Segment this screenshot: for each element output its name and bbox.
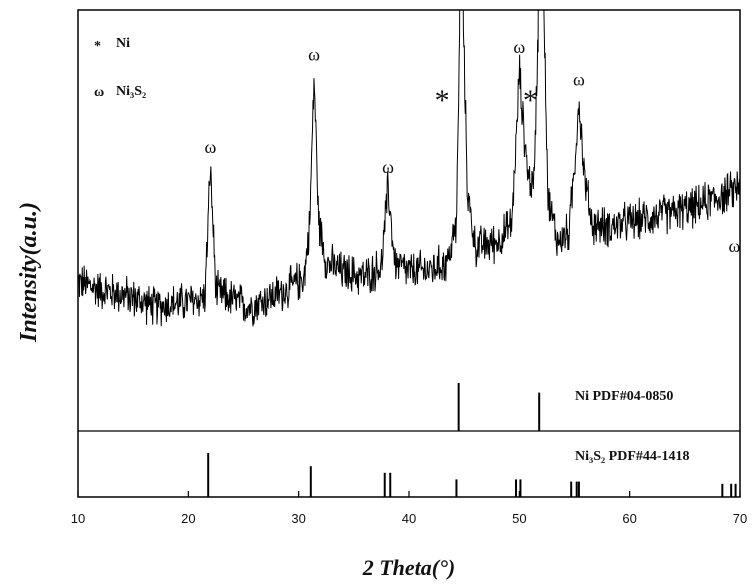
peak-markers: ω ω ω * ω * ω ω	[204, 37, 740, 256]
peak-marker: *	[523, 84, 538, 117]
x-axis-title: 2 Theta(°)	[362, 555, 456, 580]
peak-marker: ω	[513, 37, 525, 57]
legend-symbol-ni: *	[94, 39, 101, 54]
peak-marker: *	[435, 84, 450, 117]
legend: * Ni ω Ni₃S₂	[94, 36, 146, 100]
x-tick-label: 40	[402, 511, 416, 526]
x-tick-label: 70	[733, 511, 747, 526]
plot-frame	[78, 10, 740, 497]
reference-patterns: Ni PDF#04-0850 Ni₃S₂ PDF#44-1418	[208, 383, 735, 497]
x-tick-label: 10	[71, 511, 85, 526]
x-tick-label: 20	[181, 511, 195, 526]
x-tick-label: 50	[512, 511, 526, 526]
spectrum-line	[78, 0, 740, 326]
reference-label: Ni PDF#04-0850	[575, 389, 673, 404]
peak-marker: ω	[729, 236, 741, 256]
x-tick-label: 60	[622, 511, 636, 526]
reference-label: Ni₃S₂ PDF#44-1418	[575, 449, 690, 464]
peak-marker: ω	[308, 45, 320, 65]
peak-marker: ω	[204, 137, 216, 157]
legend-label-ni3s2: Ni₃S₂	[116, 84, 146, 99]
legend-label-ni: Ni	[116, 36, 130, 51]
peak-marker: ω	[573, 70, 585, 90]
x-tick-label: 30	[291, 511, 305, 526]
peak-marker: ω	[382, 157, 394, 177]
y-axis-title: Intensity(a.u.)	[16, 202, 42, 343]
legend-symbol-ni3s2: ω	[94, 85, 104, 100]
